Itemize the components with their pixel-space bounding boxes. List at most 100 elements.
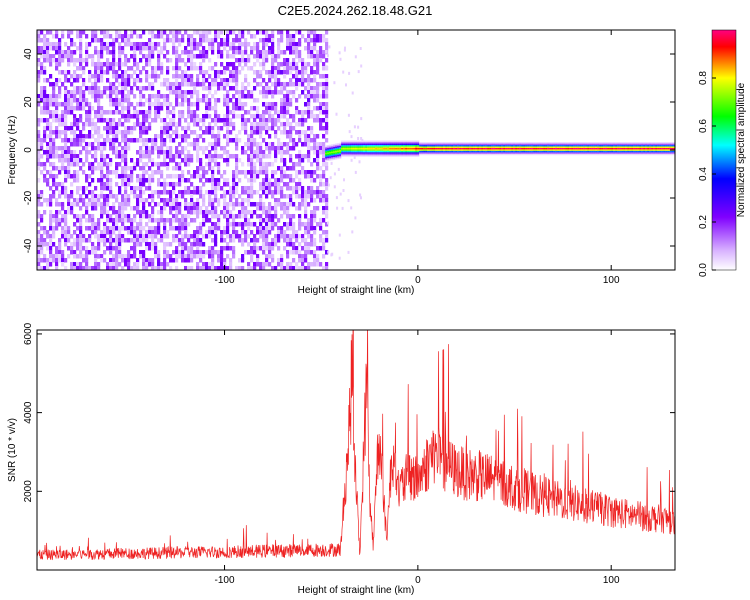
heatmap-cell (325, 186, 329, 191)
heatmap-cell (537, 142, 540, 144)
heatmap-cell (184, 130, 188, 135)
heatmap-cell (545, 150, 548, 153)
heatmap-cell (277, 46, 281, 51)
heatmap-cell (597, 142, 600, 144)
heatmap-cell (283, 170, 287, 175)
heatmap-cell (37, 62, 41, 67)
heatmap-cell (169, 90, 173, 95)
heatmap-cell (304, 170, 308, 175)
heatmap-cell (139, 226, 143, 231)
heatmap-cell (46, 98, 50, 103)
heatmap-cell (184, 206, 188, 211)
heatmap-cell (100, 78, 104, 83)
heatmap-cell (139, 250, 143, 255)
heatmap-cell (567, 153, 570, 156)
heatmap-cell (94, 186, 98, 191)
heatmap-cell (130, 230, 134, 235)
heatmap-cell (555, 146, 558, 148)
heatmap-cell (451, 150, 454, 153)
heatmap-cell (187, 114, 191, 119)
heatmap-cell (485, 146, 488, 148)
heatmap-cell (112, 98, 116, 103)
heatmap-cell (265, 258, 269, 263)
heatmap-cell (145, 58, 149, 63)
heatmap-cell (37, 214, 41, 219)
heatmap-cell (130, 66, 134, 71)
heatmap-cell (178, 114, 182, 119)
heatmap-cell (286, 226, 290, 231)
heatmap-cell (325, 78, 329, 83)
heatmap-cell (393, 149, 396, 151)
heatmap-cell (301, 262, 305, 267)
heatmap-cell (409, 149, 412, 151)
heatmap-cell (539, 142, 542, 144)
heatmap-cell (292, 234, 296, 239)
heatmap-cell (226, 182, 230, 187)
heatmap-cell (64, 138, 68, 143)
heatmap-cell (573, 144, 576, 147)
heatmap-cell (280, 142, 284, 147)
heatmap-cell (238, 38, 242, 43)
heatmap-cell (118, 130, 122, 135)
heatmap-cell (109, 138, 113, 143)
heatmap-cell (525, 150, 528, 153)
heatmap-cell (223, 122, 227, 127)
heatmap-cell (589, 150, 592, 153)
heatmap-cell (349, 146, 352, 148)
heatmap-cell (262, 178, 266, 183)
heatmap-cell (391, 153, 394, 156)
heatmap-cell (175, 102, 179, 107)
heatmap-cell (199, 266, 203, 270)
heatmap-cell (52, 162, 56, 167)
heatmap-cell (181, 74, 185, 79)
heatmap-cell (575, 146, 578, 148)
heatmap-cell (220, 258, 224, 263)
heatmap-cell (226, 138, 230, 143)
heatmap-cell (208, 38, 212, 43)
heatmap-cell (181, 178, 185, 183)
heatmap-cell (369, 143, 372, 146)
heatmap-cell (443, 153, 446, 156)
heatmap-cell (190, 194, 194, 199)
heatmap-cell (391, 144, 394, 147)
heatmap-cell (193, 90, 197, 95)
heatmap-cell (529, 147, 532, 150)
heatmap-cell (307, 46, 311, 51)
heatmap-cell (40, 106, 44, 111)
heatmap-cell (58, 190, 62, 195)
heatmap-cell (357, 137, 360, 140)
heatmap-cell (193, 102, 197, 107)
heatmap-cell (481, 147, 484, 150)
heatmap-cell (253, 178, 257, 183)
heatmap-cell (549, 153, 552, 156)
heatmap-cell (58, 242, 62, 247)
heatmap-cell (431, 146, 434, 148)
heatmap-cell (196, 90, 200, 95)
heatmap-cell (139, 190, 143, 195)
heatmap-cell (49, 62, 53, 67)
heatmap-cell (463, 147, 466, 150)
heatmap-cell (46, 146, 50, 151)
heatmap-cell (46, 54, 50, 59)
heatmap-cell (459, 153, 462, 156)
heatmap-cell (118, 190, 122, 195)
heatmap-cell (145, 262, 149, 267)
heatmap-cell (535, 149, 538, 151)
heatmap-cell (421, 152, 424, 154)
heatmap-cell (148, 102, 152, 107)
heatmap-cell (238, 58, 242, 63)
heatmap-cell (127, 262, 131, 267)
heatmap-cell (64, 134, 68, 139)
heatmap-cell (169, 218, 173, 223)
heatmap-cell (535, 153, 538, 156)
heatmap-cell (511, 150, 514, 153)
heatmap-cell (196, 226, 200, 231)
heatmap-cell (599, 153, 602, 156)
heatmap-cell (507, 143, 510, 146)
heatmap-cell (447, 153, 450, 156)
heatmap-cell (397, 149, 400, 151)
heatmap-cell (585, 152, 588, 154)
heatmap-cell (244, 118, 248, 123)
heatmap-cell (399, 140, 402, 143)
heatmap-cell (190, 102, 194, 107)
